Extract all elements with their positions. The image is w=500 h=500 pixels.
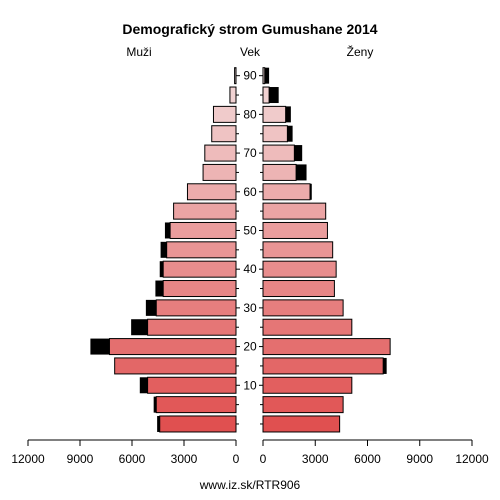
female-bar-45-49 <box>262 241 334 259</box>
male-bar-25-29 <box>147 318 237 336</box>
male-surplus-50-54 <box>164 222 171 239</box>
x-tick-label-right-6000: 6000 <box>354 452 381 466</box>
male-bar-55-59 <box>173 202 237 220</box>
male-bar-30-34 <box>155 299 237 317</box>
female-bar-50-54 <box>262 221 328 239</box>
footer-source: www.iz.sk/RTR906 <box>199 478 301 492</box>
male-label: Muži <box>126 45 151 59</box>
x-tick-label-left-6000: 6000 <box>119 452 146 466</box>
male-surplus-5-9 <box>153 396 157 413</box>
female-surplus-90+ <box>264 67 270 84</box>
male-surplus-10-14 <box>139 377 148 394</box>
female-bar-75-79 <box>262 125 288 143</box>
male-bar-20-24 <box>108 338 237 356</box>
female-surplus-70-74 <box>294 145 303 162</box>
female-bar-25-29 <box>262 318 353 336</box>
female-bar-60-64 <box>262 183 311 201</box>
female-bar-30-34 <box>262 299 344 317</box>
x-tick-label-left-12000: 12000 <box>11 452 45 466</box>
age-tick-label-40: 40 <box>243 262 257 276</box>
female-bar-90+ <box>262 67 266 85</box>
male-bar-45-49 <box>166 241 237 259</box>
male-bar-0-4 <box>159 415 237 433</box>
male-bar-85-89 <box>229 86 237 104</box>
male-surplus-20-24 <box>90 338 110 355</box>
female-bar-35-39 <box>262 280 335 298</box>
x-tick-label-left-3000: 3000 <box>171 452 198 466</box>
male-bar-5-9 <box>155 396 237 414</box>
male-bar-40-44 <box>162 260 237 278</box>
female-bar-80-84 <box>262 105 287 123</box>
x-tick-label-right-0: 0 <box>260 452 267 466</box>
age-label: Vek <box>240 45 261 59</box>
axes-group: 10 20 30 40 50 60 70 80 90 12000 9000 6000 3000 0 0 300… <box>11 69 489 466</box>
x-tick-label-right-3000: 3000 <box>302 452 329 466</box>
age-tick-label-30: 30 <box>243 301 257 315</box>
male-bar-70-74 <box>204 144 237 162</box>
male-surplus-35-39 <box>155 280 164 297</box>
chart-title: Demografický strom Gumushane 2014 <box>122 21 377 37</box>
age-tick-label-70: 70 <box>243 146 257 160</box>
female-bar-0-4 <box>262 415 341 433</box>
female-surplus-75-79 <box>287 125 293 142</box>
female-bar-65-69 <box>262 163 297 181</box>
x-tick-label-left-0: 0 <box>233 452 240 466</box>
female-surplus-85-89 <box>269 87 279 104</box>
female-surplus-65-69 <box>296 164 307 181</box>
age-tick-label-10: 10 <box>243 378 257 392</box>
x-tick-label-left-9000: 9000 <box>67 452 94 466</box>
male-bar-60-64 <box>186 183 237 201</box>
male-surplus-30-34 <box>145 299 157 316</box>
bars-group <box>90 67 391 433</box>
male-bar-35-39 <box>162 280 237 298</box>
male-bar-50-54 <box>169 221 237 239</box>
female-surplus-80-84 <box>285 106 291 123</box>
male-bar-15-19 <box>114 357 237 375</box>
male-bar-10-14 <box>147 376 237 394</box>
female-bar-5-9 <box>262 396 344 414</box>
age-tick-label-90: 90 <box>243 69 257 83</box>
female-bar-15-19 <box>262 357 384 375</box>
female-bar-20-24 <box>262 338 391 356</box>
age-tick-label-50: 50 <box>243 223 257 237</box>
female-bar-85-89 <box>262 86 270 104</box>
female-bar-55-59 <box>262 202 327 220</box>
male-bar-65-69 <box>202 163 237 181</box>
male-bar-90+ <box>234 67 237 85</box>
female-bar-40-44 <box>262 260 337 278</box>
x-tick-label-right-12000: 12000 <box>455 452 489 466</box>
male-surplus-40-44 <box>159 261 164 278</box>
age-tick-label-80: 80 <box>243 107 257 121</box>
age-tick-label-20: 20 <box>243 340 257 354</box>
age-tick-label-60: 60 <box>243 185 257 199</box>
male-surplus-45-49 <box>160 241 167 258</box>
female-surplus-15-19 <box>383 357 387 374</box>
x-tick-label-right-9000: 9000 <box>406 452 433 466</box>
male-bar-80-84 <box>212 105 237 123</box>
female-surplus-60-64 <box>310 183 312 200</box>
female-bar-10-14 <box>262 376 353 394</box>
female-bar-70-74 <box>262 144 295 162</box>
male-surplus-25-29 <box>131 319 148 336</box>
male-surplus-0-4 <box>157 415 160 432</box>
male-bar-75-79 <box>211 125 237 143</box>
female-label: Ženy <box>347 44 374 59</box>
